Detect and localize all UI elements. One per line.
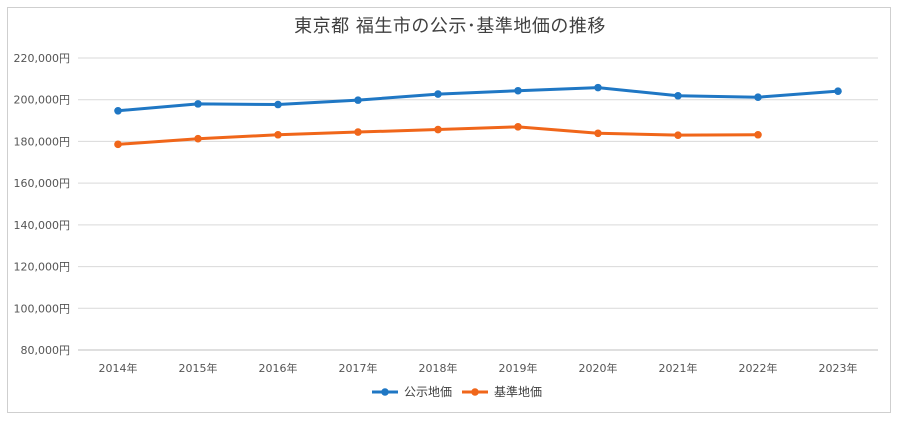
data-point — [754, 93, 762, 102]
y-tick-label: 100,000円 — [14, 302, 71, 315]
legend-marker — [471, 388, 479, 396]
data-point — [594, 83, 602, 92]
y-tick-label: 160,000円 — [14, 177, 71, 190]
data-point — [594, 129, 602, 138]
legend: 公示地価 基準地価 — [372, 384, 542, 399]
x-tick-label: 2023年 — [819, 361, 858, 375]
legend-marker — [381, 388, 389, 396]
data-point — [674, 131, 682, 139]
data-point — [434, 90, 442, 98]
x-tick-label: 2022年 — [739, 361, 778, 375]
x-tick-label: 2020年 — [579, 361, 618, 375]
chart-frame — [7, 7, 891, 413]
y-axis: 80,000円 100,000円 120,000円 140,000円 160,000円 1… — [14, 52, 71, 357]
chart-title: 東京都 福生市の公示･基準地価の推移 — [294, 16, 606, 37]
data-point — [194, 100, 202, 108]
data-point — [114, 140, 122, 149]
data-point — [754, 130, 762, 139]
data-point — [514, 86, 522, 95]
series-line-1 — [117, 86, 839, 113]
data-point — [114, 106, 122, 115]
x-tick-label: 2019年 — [499, 361, 538, 375]
data-point — [354, 96, 362, 104]
x-tick-label: 2018年 — [419, 361, 458, 375]
legend-label: 公示地価 — [404, 385, 452, 399]
series-group — [114, 83, 842, 149]
x-axis: 2014年 2015年 2016年 2017年 2018年 2019年 2020年 2021年… — [99, 361, 858, 375]
y-tick-label: 220,000円 — [14, 52, 71, 65]
data-point — [674, 91, 682, 100]
x-tick-label: 2016年 — [259, 361, 298, 375]
y-tick-label: 180,000円 — [14, 135, 71, 148]
legend-label: 基準地価 — [494, 384, 542, 399]
x-tick-label: 2015年 — [179, 361, 218, 375]
x-tick-label: 2021年 — [659, 361, 698, 375]
data-point — [354, 128, 362, 136]
x-tick-label: 2017年 — [339, 361, 378, 375]
y-tick-label: 120,000円 — [14, 261, 71, 274]
x-tick-label: 2014年 — [99, 361, 138, 375]
data-point — [434, 125, 442, 134]
data-point — [514, 123, 522, 131]
grid-lines — [78, 57, 878, 351]
y-tick-label: 200,000円 — [14, 94, 71, 107]
data-point — [194, 134, 202, 143]
data-point — [274, 100, 282, 109]
data-point — [274, 130, 282, 139]
y-tick-label: 140,000円 — [14, 219, 71, 232]
data-point — [834, 87, 842, 95]
y-tick-label: 80,000円 — [21, 344, 71, 357]
